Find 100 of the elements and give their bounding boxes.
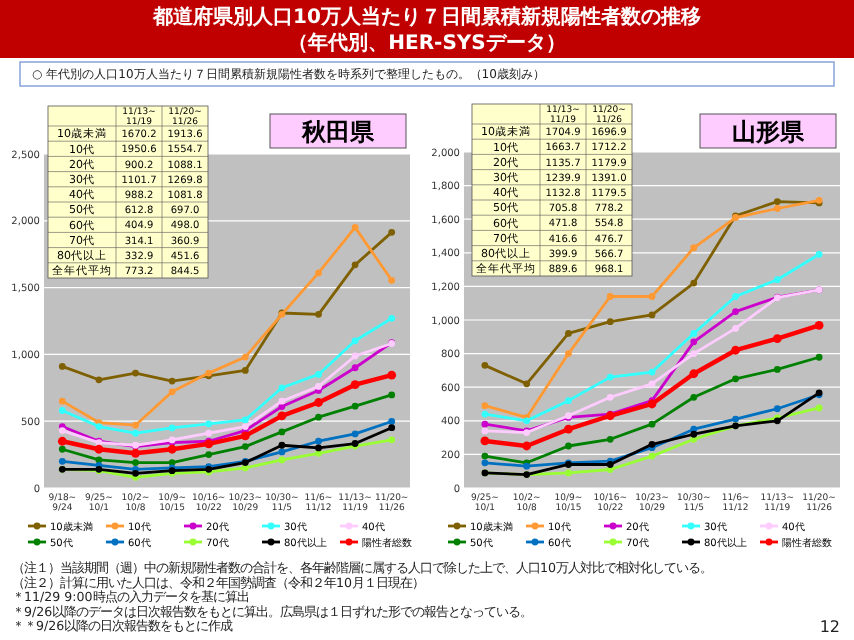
point — [648, 311, 656, 319]
point — [480, 436, 490, 446]
point — [132, 429, 139, 437]
chart-title: 山形県 — [732, 118, 806, 147]
point — [351, 352, 359, 360]
point — [481, 452, 489, 460]
point — [565, 469, 572, 477]
text: （年代別、HER-SYSデータ） — [288, 31, 566, 55]
point — [481, 361, 489, 369]
point — [815, 250, 823, 258]
point — [648, 293, 656, 300]
point — [205, 451, 213, 458]
point — [388, 228, 396, 236]
point — [648, 368, 656, 376]
point — [351, 430, 359, 438]
point — [315, 310, 322, 318]
point — [815, 353, 823, 361]
point — [240, 431, 250, 441]
point — [241, 353, 249, 361]
point — [278, 456, 286, 464]
point — [690, 338, 698, 346]
point — [690, 244, 698, 252]
point — [388, 391, 396, 399]
point — [732, 325, 739, 332]
point — [732, 375, 739, 383]
point — [773, 276, 781, 284]
point — [565, 350, 572, 357]
point — [315, 371, 322, 378]
point — [278, 428, 286, 436]
point — [772, 334, 782, 343]
point — [732, 415, 739, 423]
point — [690, 430, 698, 438]
point — [565, 397, 572, 405]
text: 12 — [819, 618, 840, 636]
point — [606, 393, 614, 401]
point — [351, 337, 359, 345]
point — [315, 449, 322, 457]
point — [388, 436, 396, 444]
point — [132, 421, 139, 429]
point — [132, 369, 139, 377]
point — [205, 420, 213, 428]
point — [58, 457, 66, 465]
point — [731, 345, 740, 355]
point — [732, 308, 739, 315]
point — [773, 198, 781, 205]
point — [58, 363, 66, 370]
point — [241, 443, 249, 450]
point — [523, 380, 531, 388]
point — [648, 380, 656, 388]
point — [278, 403, 286, 410]
point — [205, 429, 213, 437]
point — [690, 350, 698, 357]
point — [481, 402, 489, 410]
point — [388, 424, 396, 432]
point — [648, 420, 656, 428]
point — [564, 424, 573, 434]
point — [481, 427, 489, 435]
point — [351, 261, 359, 269]
point — [350, 380, 360, 390]
point — [315, 269, 322, 277]
point — [58, 397, 66, 405]
point — [57, 436, 67, 446]
point — [565, 330, 572, 337]
point — [606, 435, 614, 443]
point — [690, 279, 698, 287]
point — [606, 373, 614, 381]
point — [388, 314, 396, 322]
point — [815, 404, 823, 412]
point — [58, 445, 66, 453]
point — [278, 441, 286, 449]
point — [732, 293, 739, 300]
point — [168, 388, 176, 396]
point — [388, 276, 396, 284]
point — [481, 459, 489, 467]
point — [131, 448, 140, 458]
point — [606, 318, 614, 326]
point — [689, 369, 699, 379]
point — [132, 459, 139, 467]
point — [315, 413, 322, 421]
point — [690, 330, 698, 337]
point — [167, 444, 177, 454]
point — [481, 410, 489, 418]
point — [241, 416, 249, 424]
point — [648, 452, 656, 460]
text: 都道府県別人口10万人当たり７日間累積新規陽性者数の推移 — [151, 5, 701, 29]
point — [351, 364, 359, 372]
point — [814, 320, 824, 330]
point — [351, 402, 359, 410]
point — [773, 405, 781, 413]
point — [95, 376, 103, 384]
point — [94, 444, 104, 454]
point — [565, 442, 572, 450]
point — [168, 424, 176, 432]
point — [773, 366, 781, 373]
point — [277, 411, 287, 421]
point — [58, 407, 66, 414]
point — [278, 448, 286, 456]
point — [690, 393, 698, 401]
point — [315, 437, 322, 445]
point — [481, 420, 489, 428]
